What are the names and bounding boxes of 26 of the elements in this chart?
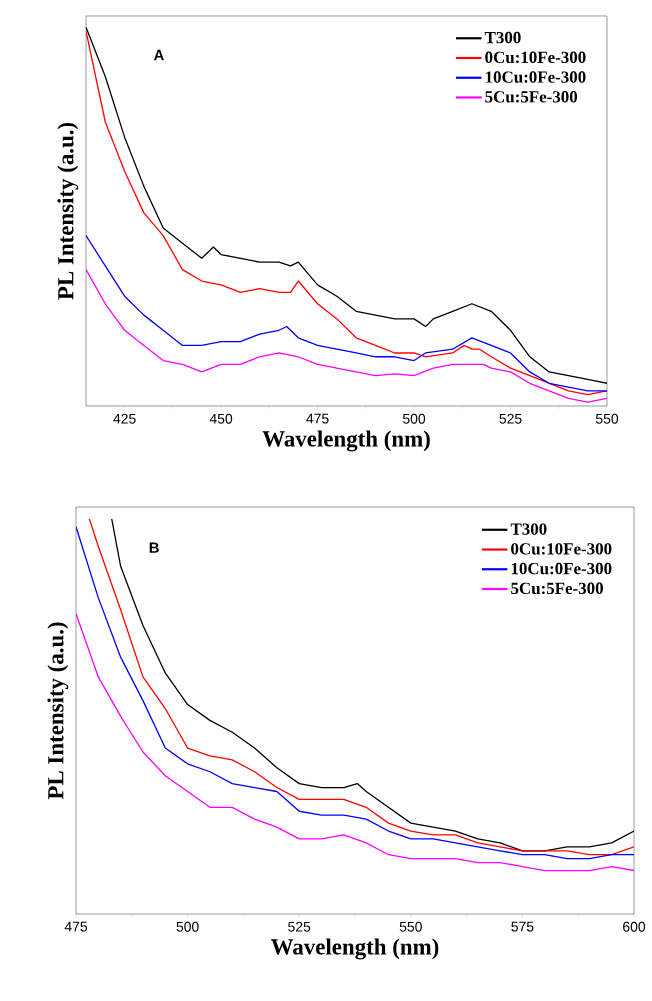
x-tick-label: 600 — [623, 921, 646, 932]
x-tick-label: 475 — [306, 413, 329, 424]
annotation: B — [149, 542, 159, 553]
x-tick-label: 575 — [511, 921, 534, 932]
x-tick-label: 525 — [499, 413, 522, 424]
legend-label: T300 — [510, 523, 547, 535]
x-tick-label: 550 — [399, 921, 422, 932]
x-tick-label: 525 — [288, 921, 311, 932]
y-axis-title: PL Intensity (a.u.) — [47, 622, 69, 800]
legend-label: 0Cu:10Fe-300 — [511, 543, 612, 555]
legend-label: 5Cu:5Fe-300 — [511, 582, 603, 595]
x-tick-label: 475 — [64, 921, 88, 932]
legend-label: 10Cu:0Fe-300 — [511, 562, 612, 575]
y-axis-title: PL Intensity (a.u.) — [57, 122, 79, 300]
x-tick-label: 425 — [113, 413, 136, 424]
legend-label: 5Cu:5Fe-300 — [485, 91, 578, 103]
legend-label: 0Cu:10Fe-300 — [485, 51, 586, 64]
x-axis-title: Wavelength (nm) — [262, 430, 430, 452]
x-axis-title: Wavelength (nm) — [271, 938, 439, 960]
annotation: A — [153, 49, 164, 61]
x-tick-label: 450 — [209, 413, 233, 424]
x-tick-label: 500 — [176, 921, 199, 932]
x-tick-label: 500 — [402, 413, 426, 424]
legend-label: T300 — [484, 31, 521, 44]
legend-label: 10Cu:0Fe-300 — [485, 71, 586, 83]
x-tick-label: 550 — [595, 413, 619, 424]
